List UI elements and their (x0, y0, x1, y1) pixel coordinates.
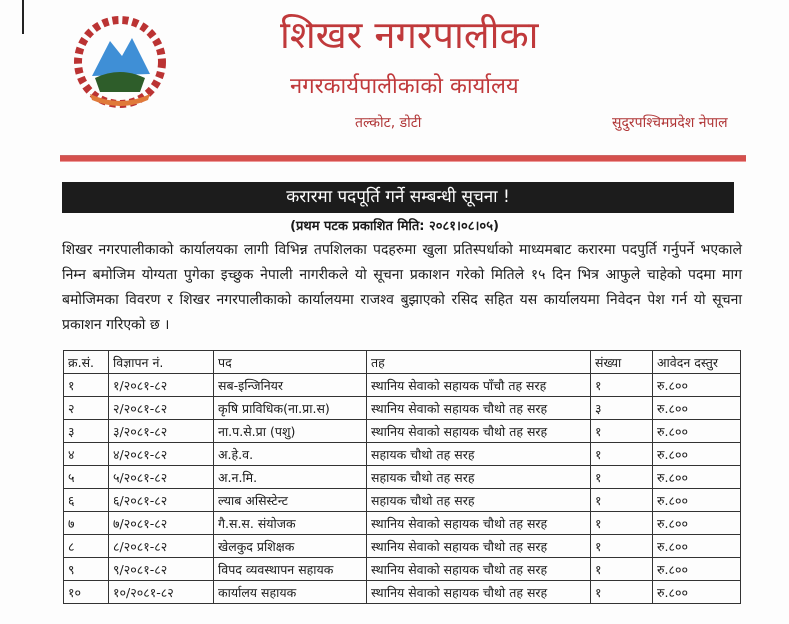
table-cell: विपद व्यवस्थापन सहायक (213, 557, 367, 581)
table-cell: ४ (63, 442, 109, 466)
column-header: संख्या (590, 350, 653, 374)
table-cell: ५ (63, 465, 109, 489)
table-cell: ७ (63, 511, 109, 535)
table-cell: ३ (590, 396, 653, 420)
column-header: पद (213, 350, 367, 374)
table-header-row: क्र.सं. विज्ञापन नं. पद तह संख्या आवेदन दस्तु… (63, 350, 741, 374)
table-cell: ७/२०८१-८२ (108, 511, 214, 535)
column-header: क्र.सं. (63, 350, 109, 374)
table-cell: १/२०८१-८२ (108, 373, 214, 397)
table-cell: सब-इन्जिनियर (213, 373, 367, 397)
table-row: ८ ८/२०८१-८२ खेलकुद प्रशिक्षक स्थानिय सेवाको… (63, 534, 741, 558)
table-row: ७ ७/२०८१-८२ गै.स.स. संयोजक स्थानिय सेवाको स… (63, 511, 741, 535)
table-cell: १ (590, 557, 653, 581)
table-row: ४ ४/२०८१-८२ अ.हे.व. सहायक चौथो तह सरह १ रु.८०… (63, 442, 741, 466)
table-cell: १०/२०८१-८२ (108, 580, 214, 604)
table-cell: ५/२०८१-८२ (108, 465, 214, 489)
table-cell: स्थानिय सेवाको सहायक चौथो तह सरह (366, 511, 591, 535)
table-cell: गै.स.स. संयोजक (213, 511, 367, 535)
table-cell: १ (590, 442, 653, 466)
table-row: १० १०/२०८१-८२ कार्यालय सहायक स्थानिय सेवाको… (63, 580, 741, 604)
notice-body: शिखर नगरपालीकाको कार्यालयका लागी विभिन्न… (62, 242, 742, 333)
table-row: २ २/२०८१-८२ कृषि प्राविधिक(ना.प्रा.स) स्थान… (63, 396, 741, 420)
table-cell: ३ (63, 419, 109, 443)
table-cell: रु.८०० (652, 442, 741, 466)
table-cell: ६ (63, 488, 109, 512)
header-divider (60, 155, 746, 162)
table-cell: सहायक चौथो तह सरह (366, 488, 591, 512)
province: सुदुरपश्चिमप्रदेश नेपाल (612, 115, 728, 131)
table-cell: १ (590, 534, 653, 558)
table-cell: ३/२०८१-८२ (108, 419, 214, 443)
table-cell: कार्यालय सहायक (213, 580, 367, 604)
table-cell: १ (590, 580, 653, 604)
pen-mark (22, 0, 24, 34)
table-cell: १ (590, 465, 653, 489)
table-cell: ४/२०८१-८२ (108, 442, 214, 466)
table-cell: स्थानिय सेवाको सहायक चौथो तह सरह (366, 534, 591, 558)
publish-date: (प्रथम पटक प्रकाशित मिति: २०८१।०८।०५) (290, 219, 499, 234)
table-cell: १ (590, 488, 653, 512)
table-cell: रु.८०० (652, 373, 741, 397)
table-row: १ १/२०८१-८२ सब-इन्जिनियर स्थानिय सेवाको सहा… (63, 373, 741, 397)
table-cell: ल्याब असिस्टेन्ट (213, 488, 367, 512)
table-cell: १० (63, 580, 109, 604)
table-cell: रु.८०० (652, 534, 741, 558)
table-row: ३ ३/२०८१-८२ ना.प.से.प्रा (पशु) स्थानिय सेवा… (63, 419, 741, 443)
table-cell: १ (590, 419, 653, 443)
municipality-title: शिखर नगरपालीका (280, 13, 539, 57)
table-cell: खेलकुद प्रशिक्षक (213, 534, 367, 558)
table-cell: रु.८०० (652, 396, 741, 420)
table-cell: ८ (63, 534, 109, 558)
column-header: विज्ञापन नं. (108, 350, 214, 374)
table-cell: रु.८०० (652, 580, 741, 604)
column-header: आवेदन दस्तुर (652, 350, 741, 374)
location: तल्कोट, डोटी (355, 115, 422, 131)
vacancy-table: क्र.सं. विज्ञापन नं. पद तह संख्या आवेदन दस्तु… (63, 350, 741, 604)
table-cell: स्थानिय सेवाको सहायक चौथो तह सरह (366, 580, 591, 604)
table-row: ९ ९/२०८१-८२ विपद व्यवस्थापन सहायक स्थानिय स… (63, 557, 741, 581)
table-cell: सहायक चौथो तह सरह (366, 465, 591, 489)
office-subtitle: नगरकार्यपालीकाको कार्यालय (290, 74, 519, 99)
table-cell: २ (63, 396, 109, 420)
table-cell: ९ (63, 557, 109, 581)
nepal-emblem-logo (74, 16, 166, 108)
table-cell: रु.८०० (652, 465, 741, 489)
table-cell: स्थानिय सेवाको सहायक चौथो तह सरह (366, 396, 591, 420)
table-cell: रु.८०० (652, 511, 741, 535)
table-cell: स्थानिय सेवाको सहायक चौथो तह सरह (366, 419, 591, 443)
table-cell: ६/२०८१-८२ (108, 488, 214, 512)
table-cell: ८/२०८१-८२ (108, 534, 214, 558)
notice-heading: करारमा पदपूर्ति गर्ने सम्बन्धी सूचना ! (62, 182, 734, 213)
table-cell: १ (63, 373, 109, 397)
table-cell: रु.८०० (652, 419, 741, 443)
table-cell: ९/२०८१-८२ (108, 557, 214, 581)
table-cell: १ (590, 511, 653, 535)
column-header: तह (366, 350, 591, 374)
table-cell: ना.प.से.प्रा (पशु) (213, 419, 367, 443)
table-cell: स्थानिय सेवाको सहायक चौथो तह सरह (366, 557, 591, 581)
table-cell: २/२०८१-८२ (108, 396, 214, 420)
table-cell: कृषि प्राविधिक(ना.प्रा.स) (213, 396, 367, 420)
table-cell: १ (590, 373, 653, 397)
table-cell: सहायक चौथो तह सरह (366, 442, 591, 466)
table-cell: रु.८०० (652, 557, 741, 581)
table-row: ६ ६/२०८१-८२ ल्याब असिस्टेन्ट सहायक चौथो तह … (63, 488, 741, 512)
table-cell: अ.हे.व. (213, 442, 367, 466)
table-cell: अ.न.मि. (213, 465, 367, 489)
table-row: ५ ५/२०८१-८२ अ.न.मि. सहायक चौथो तह सरह १ रु.८०… (63, 465, 741, 489)
table-cell: स्थानिय सेवाको सहायक पाँचौ तह सरह (366, 373, 591, 397)
table-cell: रु.८०० (652, 488, 741, 512)
